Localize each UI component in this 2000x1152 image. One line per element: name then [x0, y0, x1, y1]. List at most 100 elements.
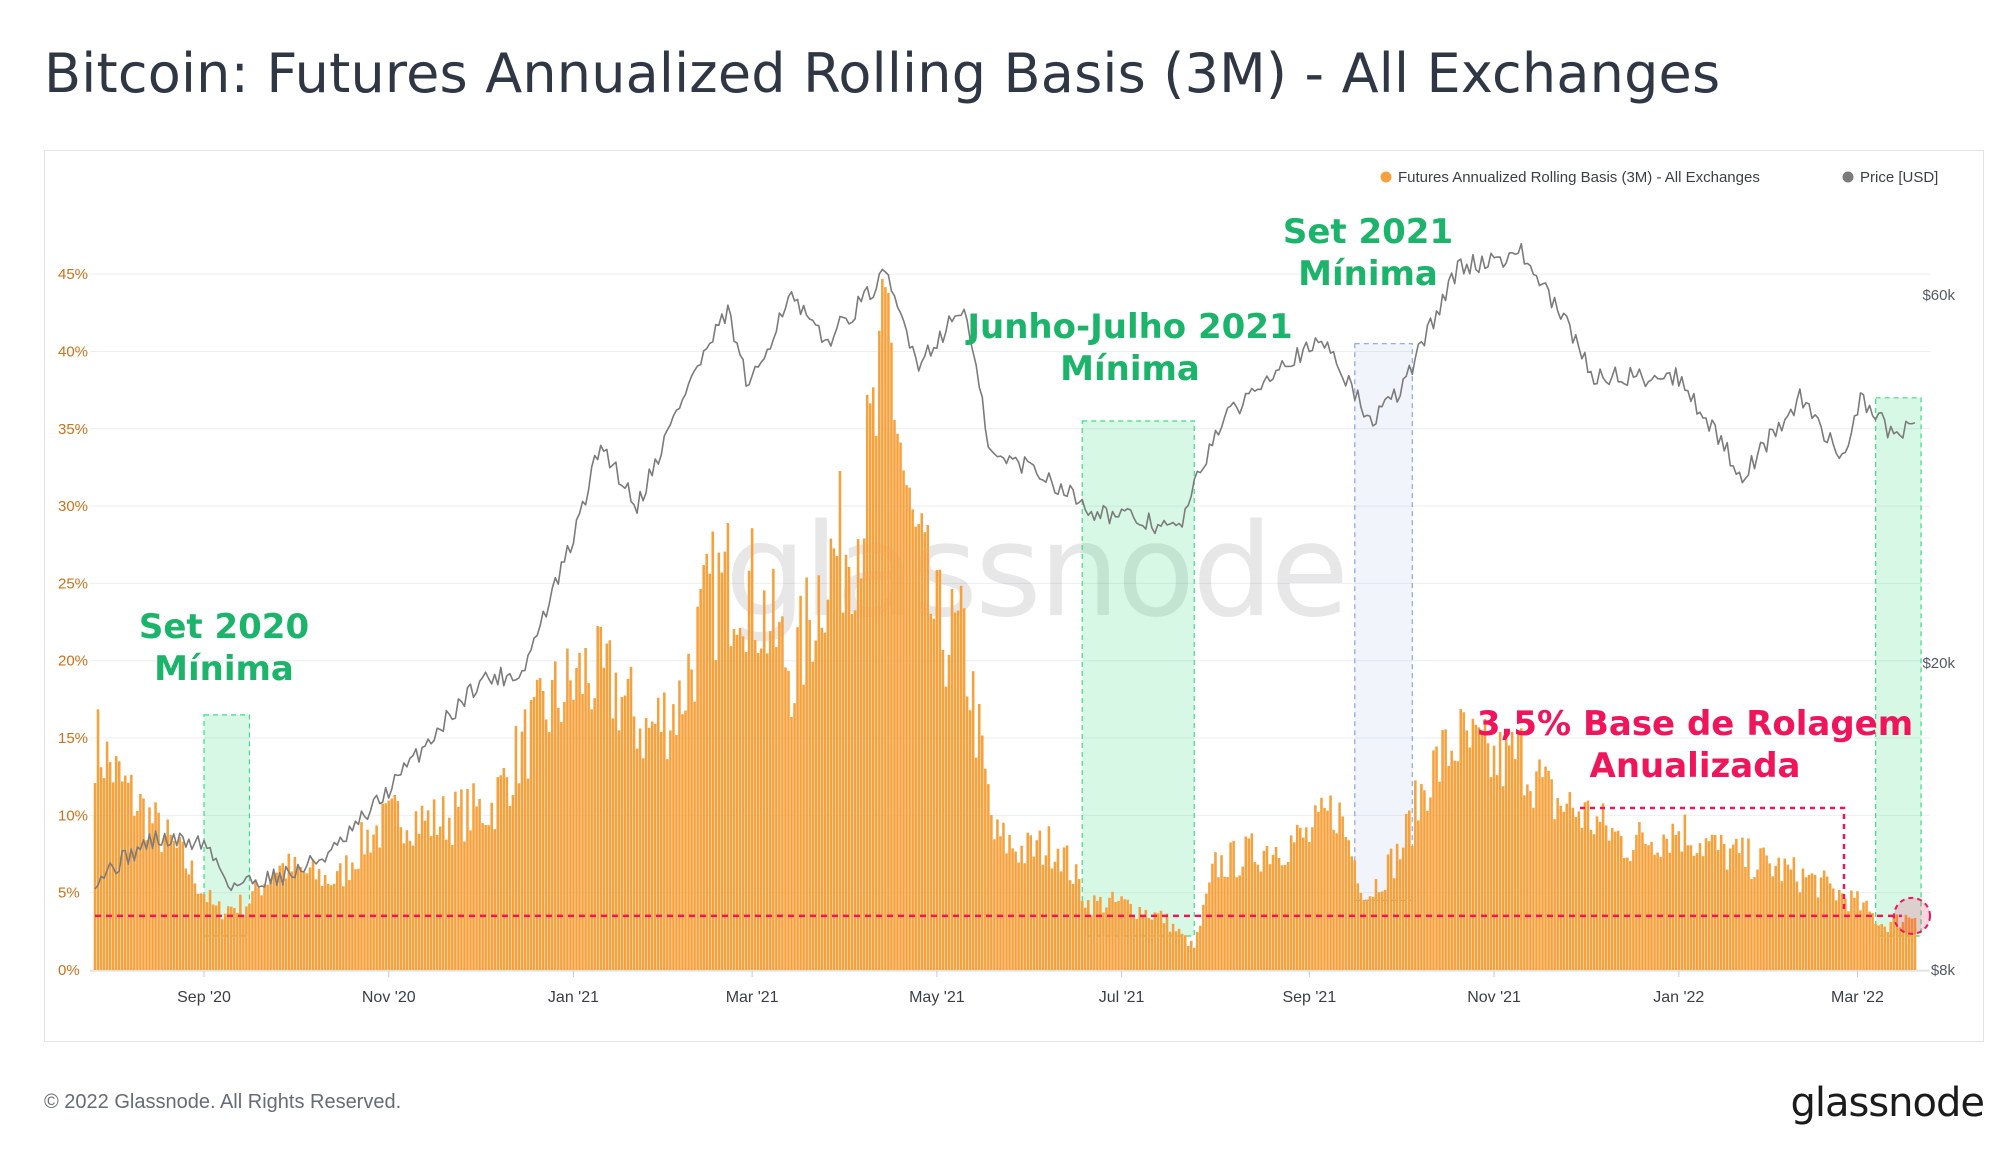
- x-tick-label: Jan '22: [1653, 989, 1704, 1006]
- basis-bar: [611, 718, 615, 970]
- basis-bar: [1626, 857, 1629, 970]
- basis-bar: [829, 538, 833, 970]
- basis-bar: [133, 815, 136, 970]
- basis-bar: [457, 806, 460, 970]
- basis-bar: [529, 700, 533, 970]
- annotation-label: Mínima: [1060, 349, 1200, 389]
- basis-bar: [1386, 854, 1390, 970]
- basis-bar: [538, 678, 542, 970]
- basis-bar: [1462, 712, 1466, 970]
- basis-bar: [920, 513, 923, 970]
- basis-bar: [1819, 877, 1823, 970]
- basis-bar: [714, 660, 718, 970]
- basis-bar: [1683, 814, 1687, 970]
- basis-bar: [1583, 802, 1587, 970]
- basis-bar: [1183, 935, 1187, 970]
- basis-bar: [593, 698, 596, 970]
- basis-bar: [187, 874, 191, 970]
- y-left-tick-label: 15%: [58, 730, 88, 747]
- basis-bar: [853, 610, 857, 970]
- basis-bar: [693, 701, 696, 970]
- basis-bar: [1774, 865, 1777, 970]
- basis-bar: [308, 867, 312, 970]
- legend-label-price[interactable]: Price [USD]: [1860, 169, 1938, 186]
- basis-bar: [663, 692, 666, 970]
- basis-bar: [1777, 857, 1780, 970]
- basis-bar: [787, 670, 790, 970]
- basis-bar: [1414, 780, 1417, 970]
- basis-bar: [1828, 883, 1832, 970]
- basis-bar: [1507, 745, 1511, 970]
- basis-bar: [1029, 835, 1033, 970]
- basis-bar: [1753, 877, 1756, 970]
- basis-bar: [190, 860, 194, 970]
- basis-bar: [847, 566, 851, 970]
- y-left-tick-label: 10%: [58, 807, 88, 824]
- basis-bar: [1147, 918, 1151, 970]
- basis-bar: [1792, 857, 1796, 970]
- basis-bar: [1719, 834, 1723, 970]
- basis-bar: [1150, 919, 1154, 970]
- basis-bar: [572, 699, 575, 970]
- y-left-tick-label: 40%: [58, 343, 88, 360]
- annotation-label: 3,5% Base de Rolagem: [1477, 704, 1913, 744]
- basis-bar: [944, 686, 948, 970]
- basis-bar: [1132, 916, 1135, 970]
- basis-bar: [1801, 868, 1805, 970]
- basis-bar: [1692, 855, 1696, 970]
- basis-bar: [1538, 759, 1541, 970]
- y-left-tick-label: 30%: [58, 498, 88, 515]
- basis-bar: [626, 678, 630, 970]
- y-right-tick-label: $60k: [1922, 287, 1955, 304]
- basis-bar: [729, 646, 733, 970]
- basis-bar: [1838, 889, 1841, 970]
- basis-bar: [139, 793, 142, 970]
- basis-bar: [411, 845, 415, 970]
- basis-bar: [299, 867, 303, 970]
- basis-bar: [1171, 923, 1175, 970]
- basis-bar: [1704, 838, 1708, 970]
- basis-bar: [463, 841, 466, 970]
- basis-bar: [1083, 907, 1087, 970]
- basis-bar: [811, 661, 814, 970]
- basis-bar: [1895, 914, 1899, 970]
- basis-bar: [332, 883, 336, 970]
- basis-bar: [438, 826, 442, 970]
- basis-bar: [414, 811, 418, 970]
- basis-bar: [278, 865, 281, 970]
- basis-bar: [929, 613, 933, 970]
- basis-bar: [996, 819, 999, 970]
- basis-bar: [1259, 871, 1263, 970]
- basis-bar: [151, 823, 154, 970]
- basis-bar: [535, 679, 539, 970]
- basis-bar: [1471, 718, 1475, 970]
- basis-bar: [1326, 810, 1329, 970]
- basis-bar: [160, 852, 163, 970]
- legend-label-basis[interactable]: Futures Annualized Rolling Basis (3M) - …: [1398, 169, 1760, 186]
- x-tick-label: Sep '20: [177, 989, 231, 1006]
- basis-bar: [1665, 838, 1668, 970]
- basis-bar: [335, 871, 339, 970]
- basis-bar: [1177, 928, 1181, 970]
- basis-bar: [984, 768, 987, 970]
- basis-bar: [93, 783, 97, 970]
- basis-bar: [360, 822, 363, 970]
- basis-bar: [699, 588, 702, 970]
- basis-bar: [1380, 891, 1384, 970]
- basis-bar: [1344, 836, 1347, 970]
- basis-bar: [1847, 911, 1850, 970]
- basis-bar: [1244, 836, 1248, 970]
- basis-bar: [617, 730, 621, 970]
- basis-bar: [968, 710, 972, 970]
- basis-bar: [454, 791, 457, 970]
- basis-bar: [1738, 853, 1741, 970]
- basis-bar: [1392, 878, 1396, 970]
- basis-bar: [1644, 844, 1647, 970]
- basis-bar: [1338, 802, 1341, 970]
- y-left-tick-label: 5%: [58, 885, 80, 902]
- basis-bar: [953, 612, 957, 970]
- basis-bar: [914, 526, 917, 970]
- basis-bar: [1547, 770, 1550, 970]
- basis-bar: [1747, 838, 1750, 970]
- basis-bar: [102, 778, 106, 970]
